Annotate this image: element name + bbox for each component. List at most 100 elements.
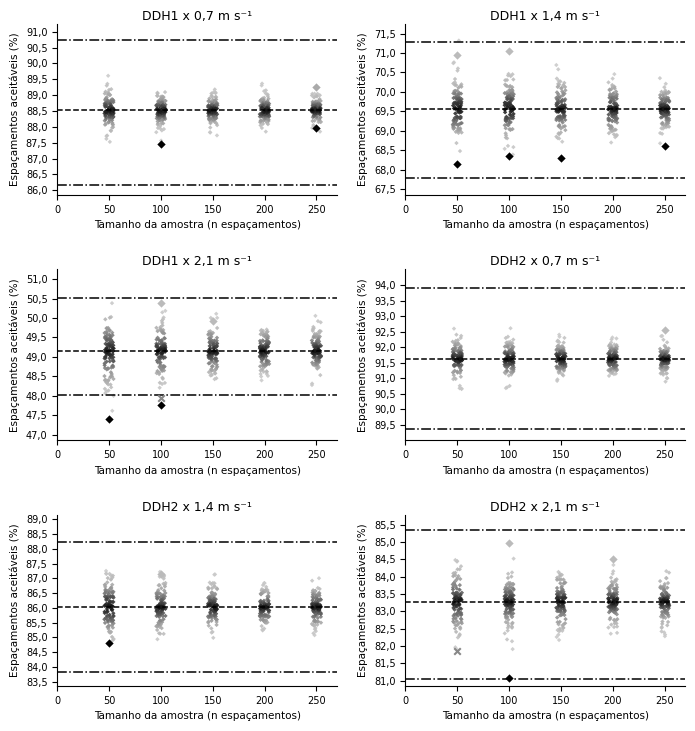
Point <box>503 91 514 102</box>
Point <box>262 341 273 352</box>
Point <box>100 352 111 364</box>
Point <box>261 357 272 369</box>
Point <box>504 344 515 356</box>
Point <box>656 359 667 371</box>
Point <box>206 328 217 340</box>
Point <box>554 103 565 115</box>
Point <box>555 366 566 378</box>
Point <box>608 362 619 374</box>
Point <box>607 79 618 91</box>
Point <box>261 88 272 99</box>
Point <box>156 97 167 109</box>
Point <box>206 355 218 367</box>
Point <box>101 598 112 610</box>
Point <box>610 575 621 587</box>
Point <box>552 591 563 603</box>
Point <box>309 624 320 635</box>
Point <box>260 108 271 120</box>
Point <box>152 621 163 632</box>
Point <box>261 339 272 351</box>
Point <box>101 80 113 91</box>
Point <box>160 577 171 588</box>
Point <box>455 355 466 366</box>
Point <box>553 591 564 602</box>
Point <box>152 119 163 131</box>
Point <box>107 360 118 371</box>
Point <box>311 339 322 351</box>
Point <box>505 338 516 350</box>
Point <box>662 597 673 609</box>
Point <box>306 575 318 586</box>
Point <box>505 91 516 103</box>
Point <box>309 616 320 627</box>
Point <box>657 94 668 106</box>
Point <box>659 357 670 369</box>
Point <box>107 336 118 348</box>
Point <box>207 338 218 349</box>
Point <box>256 102 267 114</box>
Point <box>151 333 162 345</box>
Point <box>255 341 266 353</box>
Point <box>256 77 268 89</box>
Point <box>610 356 621 368</box>
Point <box>312 599 323 610</box>
Point <box>206 348 218 360</box>
Point <box>206 587 217 599</box>
Point <box>211 355 222 367</box>
Point <box>559 121 571 132</box>
Point <box>655 107 667 119</box>
Point <box>502 331 514 343</box>
Point <box>106 619 117 631</box>
Point <box>610 350 621 362</box>
Point <box>452 352 463 364</box>
Point <box>655 354 666 366</box>
Point <box>101 133 112 145</box>
Point <box>107 405 118 417</box>
Point <box>611 102 622 114</box>
Point <box>454 102 465 114</box>
Point <box>99 106 111 118</box>
Point <box>203 100 214 112</box>
Point <box>102 339 113 351</box>
Point <box>210 613 221 625</box>
Point <box>451 591 462 603</box>
Point <box>101 591 112 603</box>
Point <box>449 350 460 362</box>
Point <box>152 591 163 602</box>
Point <box>558 356 569 368</box>
Point <box>313 607 324 619</box>
Point <box>607 565 619 577</box>
Point <box>500 583 511 595</box>
Point <box>661 588 672 599</box>
Point <box>659 580 670 592</box>
Point <box>102 599 113 611</box>
Point <box>503 586 514 598</box>
Point <box>448 121 459 133</box>
Point <box>310 98 321 110</box>
Point <box>261 368 272 380</box>
Point <box>606 107 617 119</box>
Point <box>508 103 519 115</box>
Point <box>557 348 569 360</box>
Point <box>557 596 569 608</box>
Point <box>155 594 166 606</box>
Point <box>662 99 673 111</box>
Point <box>500 96 511 108</box>
Point <box>313 115 325 126</box>
Point <box>553 635 564 646</box>
Point <box>603 348 614 360</box>
Point <box>450 107 461 119</box>
Point <box>505 585 516 596</box>
Point <box>206 99 218 110</box>
Point <box>159 344 170 355</box>
Point <box>205 102 216 113</box>
Point <box>657 352 668 364</box>
Point <box>662 607 673 618</box>
Point <box>158 344 169 355</box>
Point <box>308 330 319 342</box>
Point <box>505 354 516 366</box>
Point <box>206 364 218 376</box>
Point <box>551 588 562 600</box>
Point <box>557 608 568 620</box>
Point <box>557 589 569 601</box>
